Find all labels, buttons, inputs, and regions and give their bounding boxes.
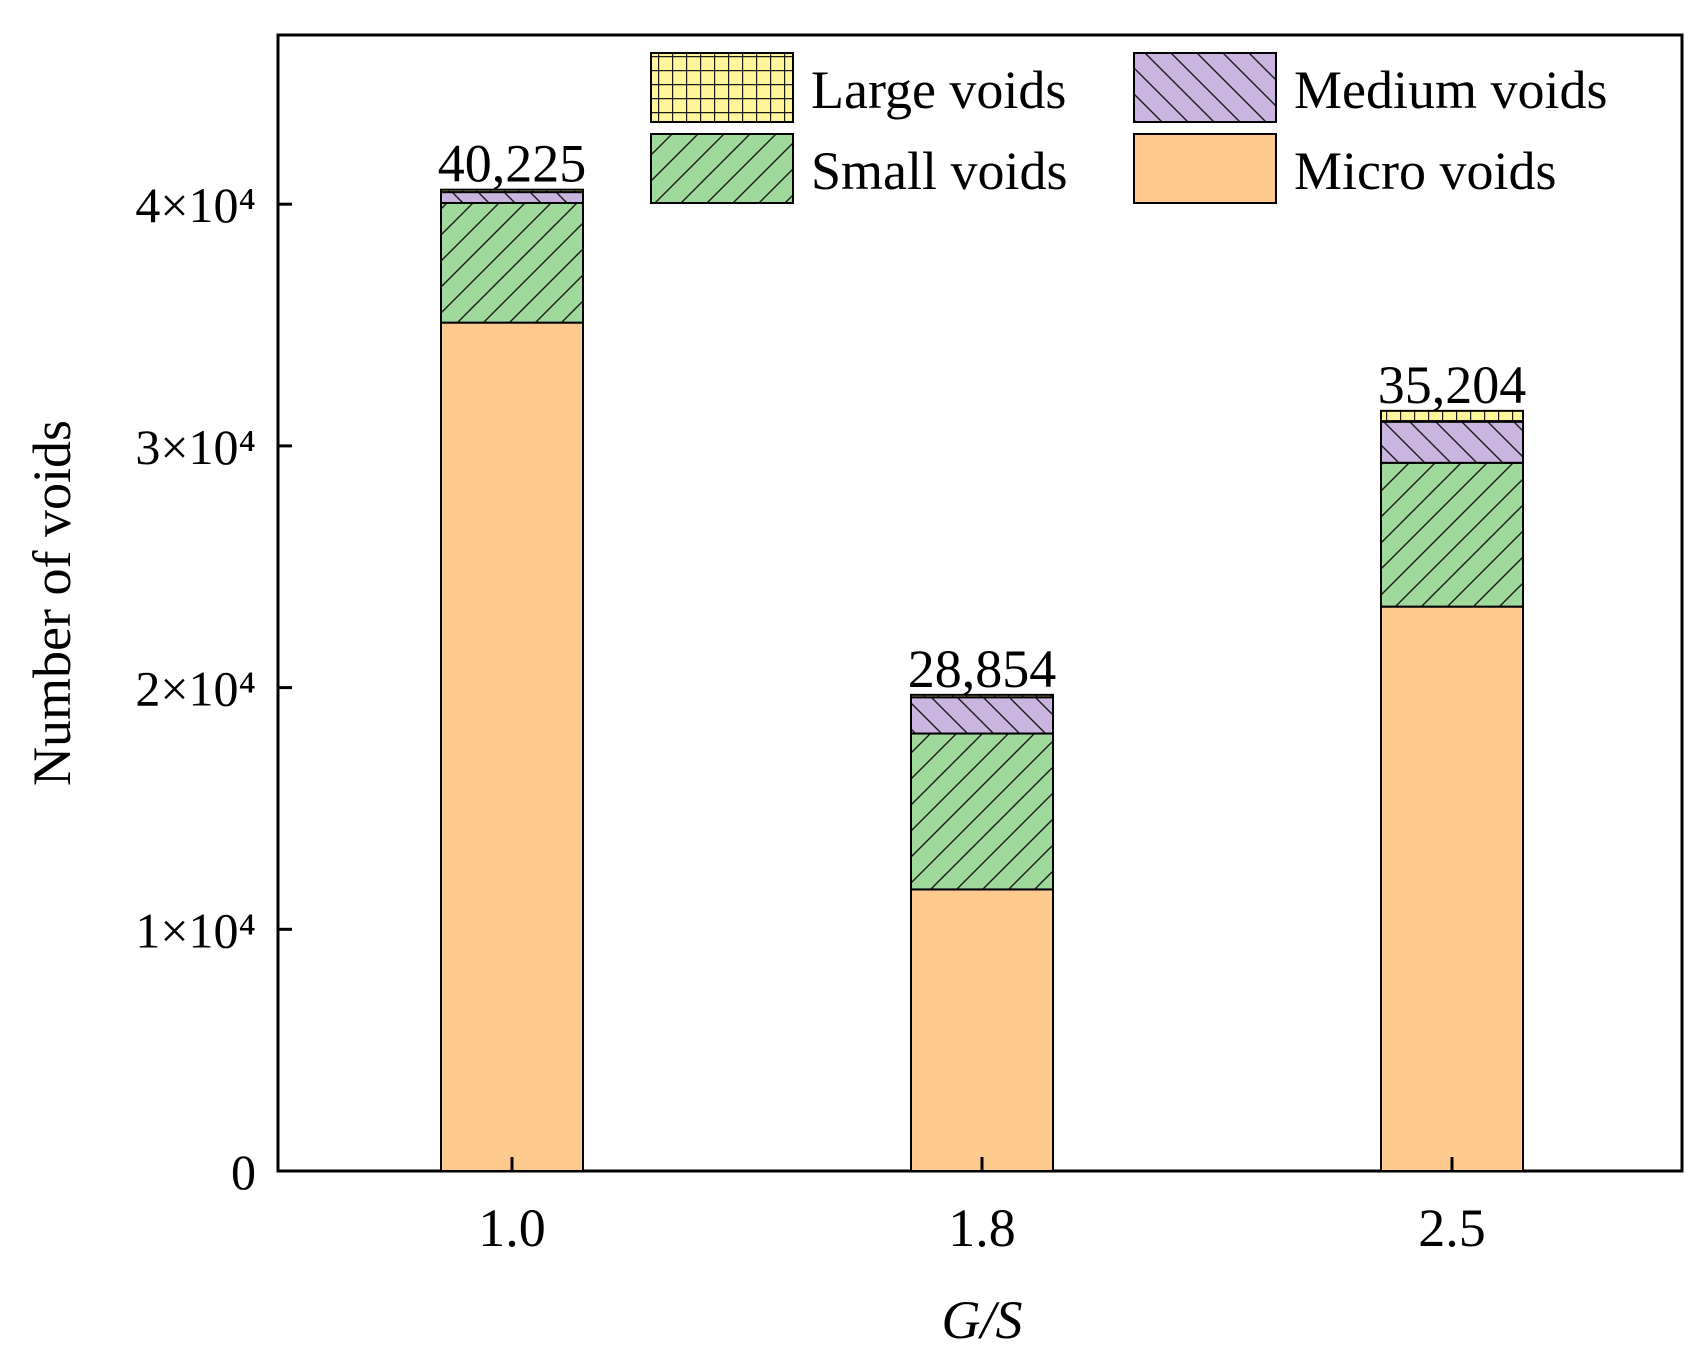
bar-small-voids-2.5 — [1380, 461, 1524, 608]
y-axis: 0 1×10⁴ 2×10⁴ 3×10⁴ 4×10⁴ — [135, 177, 292, 1200]
legend-swatch-micro — [1133, 133, 1277, 204]
legend-label-micro: Micro voids — [1294, 141, 1557, 201]
x-tick-label-1.8: 1.8 — [948, 1198, 1016, 1258]
x-tick-label-1.0: 1.0 — [478, 1198, 546, 1258]
legend-swatch-medium — [1133, 52, 1277, 123]
bar-micro-voids-1.8 — [910, 888, 1054, 1172]
legend-label-small: Small voids — [811, 141, 1068, 201]
total-label-1.0: 40,225 — [438, 134, 587, 194]
total-label-2.5: 35,204 — [1378, 355, 1527, 415]
bar-medium-voids-1.8 — [910, 696, 1054, 735]
legend-label-medium: Medium voids — [1294, 60, 1608, 120]
bar-micro-voids-1.0 — [440, 321, 584, 1172]
legend: Large voids Medium voids Small voids Mic… — [650, 52, 1608, 204]
legend-label-large: Large voids — [811, 60, 1066, 120]
bar-small-voids-1.8 — [910, 732, 1054, 891]
y-tick-label: 2×10⁴ — [135, 661, 256, 717]
legend-swatch-large — [650, 52, 794, 123]
x-axis-title: G/S — [942, 1290, 1023, 1350]
bars-layer — [440, 188, 1524, 1172]
y-tick-label: 4×10⁴ — [135, 177, 256, 233]
total-labels-layer: 40,225 28,854 35,204 — [438, 134, 1527, 699]
legend-swatch-small — [650, 133, 794, 204]
bar-micro-voids-2.5 — [1380, 605, 1524, 1172]
bar-large-voids-2.5 — [1380, 409, 1524, 423]
bar-medium-voids-1.0 — [440, 191, 584, 204]
total-label-1.8: 28,854 — [908, 639, 1057, 699]
bar-large-voids-1.0 — [440, 188, 584, 194]
y-tick-label: 3×10⁴ — [135, 419, 256, 475]
x-axis: 1.0 1.8 2.5 — [478, 1157, 1486, 1258]
bar-large-voids-1.8 — [910, 693, 1054, 699]
y-axis-title: Number of voids — [22, 420, 82, 786]
y-tick-label: 0 — [231, 1144, 256, 1200]
bar-small-voids-1.0 — [440, 201, 584, 324]
bar-medium-voids-2.5 — [1380, 420, 1524, 464]
y-tick-label: 1×10⁴ — [135, 902, 256, 958]
x-tick-label-2.5: 2.5 — [1418, 1198, 1486, 1258]
